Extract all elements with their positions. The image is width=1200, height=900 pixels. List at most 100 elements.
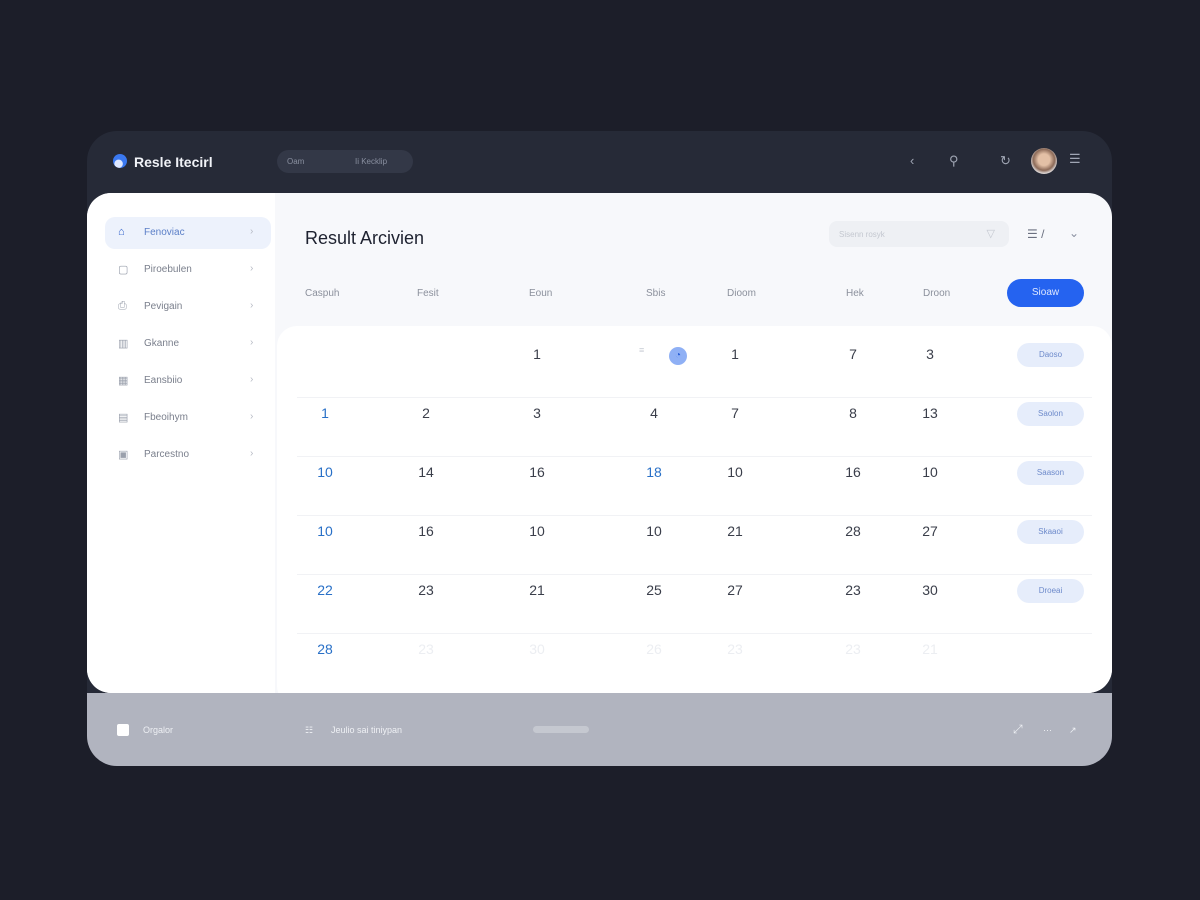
chevron-right-icon: › (250, 263, 254, 274)
row-divider (297, 456, 1092, 457)
document-icon: ▢ (118, 264, 129, 276)
refresh-icon[interactable]: ↻ (1000, 153, 1011, 168)
filter-placeholder: Sisenn rosyk (839, 230, 885, 239)
link-icon[interactable]: ↗ (1069, 725, 1077, 735)
app-window: Resle Itecirl Oam Ii Kecklip ‹ ⚲ ↻ ☰ ⌂ Fe… (87, 131, 1112, 766)
search-input[interactable]: Oam Ii Kecklip (277, 150, 413, 173)
printer-icon: ⎙ (118, 300, 127, 312)
table-cell[interactable]: 21 (727, 523, 743, 539)
list-view-icon[interactable]: ☰ / (1027, 227, 1045, 241)
avatar[interactable] (1031, 148, 1057, 174)
column-header[interactable]: Hek (846, 288, 864, 299)
sidebar-item[interactable]: ▦ Eansbiio › (105, 365, 271, 397)
column-header[interactable]: Eoun (529, 288, 553, 299)
table-cell[interactable]: 13 (922, 405, 938, 421)
chevron-right-icon: › (250, 337, 254, 348)
table-cell[interactable]: 21 (922, 641, 938, 657)
table-cell[interactable]: 23 (727, 641, 743, 657)
table-cell[interactable]: 1 (321, 405, 329, 421)
sidebar-item[interactable]: ⌂ Fenoviac › (105, 217, 271, 249)
table-cell[interactable]: 8 (849, 405, 857, 421)
row-action-button[interactable]: Saason (1017, 461, 1084, 485)
table-cell[interactable]: 3 (533, 405, 541, 421)
search-right-text: Ii Kecklip (355, 157, 388, 166)
filter-icon: ▽ (986, 228, 995, 240)
search-icon[interactable]: ⚲ (949, 153, 959, 168)
table-cell[interactable]: 30 (922, 582, 938, 598)
more-icon[interactable]: ⋯ (1043, 725, 1052, 735)
table-cell[interactable]: 10 (727, 464, 743, 480)
table-cell[interactable]: 10 (922, 464, 938, 480)
image-icon: ▣ (118, 449, 129, 461)
table-cell[interactable]: 14 (418, 464, 434, 480)
row-action-button[interactable]: Droeai (1017, 579, 1084, 603)
sidebar (87, 193, 275, 693)
column-header[interactable]: Dioom (727, 288, 756, 299)
table-cell[interactable]: 16 (529, 464, 545, 480)
chevron-right-icon: › (250, 448, 254, 459)
chevron-down-icon[interactable]: ⌄ (1069, 226, 1080, 240)
table-cell[interactable]: 10 (529, 523, 545, 539)
calendar-table: 1 1 7 3 Daoso 1 2 3 4 7 8 13 Saolon 10 14 16 18 10 16 10 Saa… (277, 326, 1112, 693)
column-header[interactable]: Droon (923, 288, 951, 299)
row-divider (297, 574, 1092, 575)
table-cell[interactable]: 30 (529, 641, 545, 657)
table-cell[interactable]: 27 (727, 582, 743, 598)
sidebar-item[interactable]: ⎙ Pevigain › (105, 291, 271, 323)
sidebar-item-label: Fenoviac (144, 227, 185, 238)
sidebar-item-label: Gkanne (144, 338, 180, 349)
sidebar-item[interactable]: ▢ Piroebulen › (105, 254, 271, 286)
row-action-button[interactable]: Skaaoi (1017, 520, 1084, 544)
column-header[interactable]: Caspuh (305, 288, 340, 299)
top-bar: Resle Itecirl Oam Ii Kecklip ‹ ⚲ ↻ ☰ (87, 131, 1112, 193)
table-cell[interactable]: 26 (646, 641, 662, 657)
timer-icon[interactable]: ◔ (669, 347, 687, 365)
chevron-right-icon: › (250, 226, 254, 237)
primary-button[interactable]: Sioaw (1007, 279, 1084, 307)
table-cell[interactable]: 28 (845, 523, 861, 539)
footer-middle: Jeulio sai tiniypan (331, 725, 403, 735)
row-action-button[interactable]: Daoso (1017, 343, 1084, 367)
building-icon: ▥ (118, 338, 129, 350)
page-title: Result Arcivien (305, 228, 425, 248)
table-cell[interactable]: 28 (317, 641, 333, 657)
table-cell[interactable]: 4 (650, 405, 658, 421)
table-cell[interactable]: 23 (845, 641, 861, 657)
table-cell[interactable]: 10 (317, 523, 333, 539)
table-cell[interactable]: 23 (845, 582, 861, 598)
back-icon[interactable]: ‹ (910, 153, 915, 168)
expand-icon[interactable]: ⤢ (1013, 722, 1023, 736)
table-cell[interactable]: 3 (926, 346, 934, 362)
table-cell[interactable]: 7 (849, 346, 857, 362)
filter-input[interactable]: Sisenn rosyk ▽ (829, 221, 1009, 247)
table-cell[interactable]: 21 (529, 582, 545, 598)
sidebar-item-label: Parcestno (144, 449, 190, 460)
table-cell[interactable]: 23 (418, 641, 434, 657)
table-cell[interactable]: 27 (922, 523, 938, 539)
column-header[interactable]: Sbis (646, 288, 666, 299)
note-icon: ≡ (639, 345, 645, 355)
sidebar-item[interactable]: ▣ Parcestno › (105, 439, 271, 471)
table-cell[interactable]: 2 (422, 405, 430, 421)
table-cell[interactable]: 16 (845, 464, 861, 480)
footer-progress (533, 726, 589, 733)
table-cell[interactable]: 22 (317, 582, 333, 598)
table-cell[interactable]: 1 (731, 346, 739, 362)
table-cell[interactable]: 10 (317, 464, 333, 480)
view-label: / (1041, 227, 1045, 241)
sidebar-item[interactable]: ▤ Fbeoihym › (105, 402, 271, 434)
table-cell[interactable]: 23 (418, 582, 434, 598)
row-divider (297, 633, 1092, 634)
table-cell[interactable]: 7 (731, 405, 739, 421)
table-cell[interactable]: 16 (418, 523, 434, 539)
table-cell[interactable]: 10 (646, 523, 662, 539)
column-header[interactable]: Fesit (417, 288, 439, 299)
chevron-right-icon: › (250, 300, 254, 311)
table-cell[interactable]: 1 (533, 346, 541, 362)
menu-icon[interactable]: ☰ (1069, 151, 1081, 166)
table-cell[interactable]: 25 (646, 582, 662, 598)
row-action-button[interactable]: Saolon (1017, 402, 1084, 426)
chevron-right-icon: › (250, 411, 254, 422)
table-cell[interactable]: 18 (646, 464, 662, 480)
sidebar-item[interactable]: ▥ Gkanne › (105, 328, 271, 360)
